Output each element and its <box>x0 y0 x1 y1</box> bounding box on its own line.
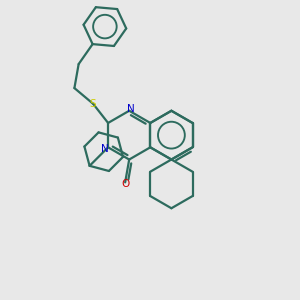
Text: O: O <box>121 179 129 189</box>
Text: N: N <box>100 144 108 154</box>
Text: S: S <box>90 99 96 109</box>
Text: N: N <box>127 104 135 114</box>
